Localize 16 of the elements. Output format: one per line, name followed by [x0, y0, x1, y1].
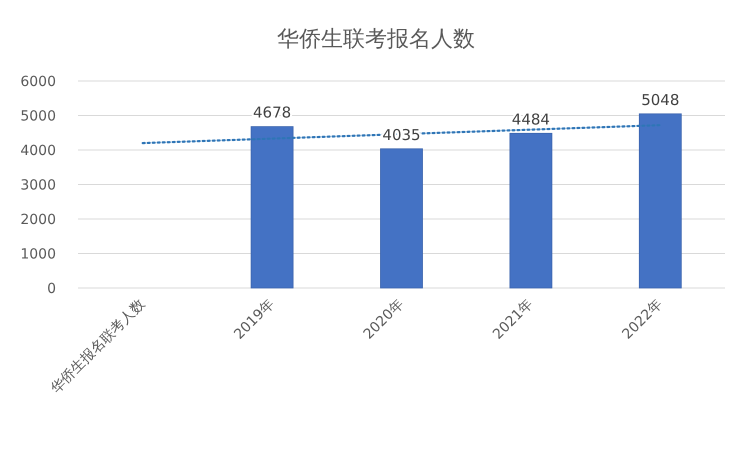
bar [510, 132, 552, 288]
bar [380, 148, 423, 288]
title: 华侨生联考报名人数 [277, 27, 475, 52]
data-label: 4678 [253, 104, 292, 122]
data-label: 5048 [641, 90, 680, 109]
y-tick-label: 0 [47, 281, 56, 297]
y-tick-label: 5000 [20, 108, 56, 124]
y-tick-label: 2000 [20, 212, 56, 228]
bar [250, 126, 294, 288]
y-tick-label: 3000 [20, 178, 56, 194]
y-tick-label: 6000 [20, 74, 56, 90]
data-label: 4484 [512, 110, 550, 128]
y-tick-label: 4000 [20, 143, 56, 159]
bar [638, 113, 682, 288]
x-tick-label: 华侨生报名联考人数 [48, 296, 148, 397]
y-tick-label: 1000 [20, 246, 56, 262]
